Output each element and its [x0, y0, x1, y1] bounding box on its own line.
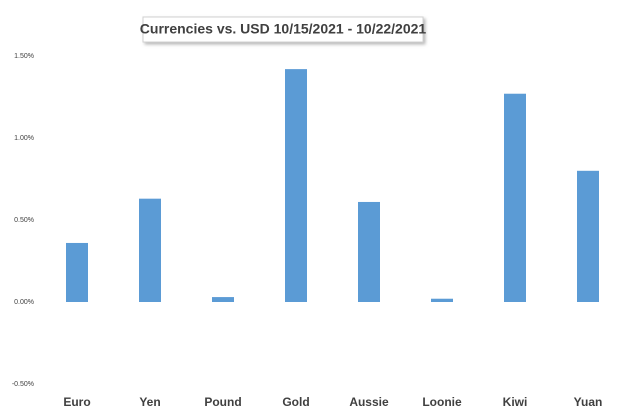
y-tick-label: 0.00% — [14, 299, 34, 306]
title-box — [142, 16, 424, 43]
x-tick-label: Kiwi — [503, 395, 528, 409]
bar — [358, 201, 380, 302]
x-tick-label: Euro — [63, 395, 90, 409]
bar — [139, 198, 161, 302]
chart-title: Currencies vs. USD 10/15/2021 - 10/22/20… — [140, 21, 427, 37]
bar — [431, 298, 453, 302]
x-tick-label: Yen — [139, 395, 160, 409]
y-tick-label: -0.50% — [12, 381, 34, 388]
y-tick-label: 1.00% — [14, 135, 34, 142]
y-tick-label: 0.50% — [14, 217, 34, 224]
bar — [285, 69, 307, 303]
x-tick-label: Gold — [282, 395, 309, 409]
x-tick-label: Yuan — [574, 395, 603, 409]
bar — [66, 242, 88, 302]
bar — [577, 170, 599, 302]
x-tick-label: Aussie — [349, 395, 389, 409]
bar — [504, 93, 526, 302]
x-tick-label: Pound — [204, 395, 241, 409]
bar — [212, 297, 234, 302]
y-tick-label: 1.50% — [14, 53, 34, 60]
x-tick-label: Loonie — [422, 395, 462, 409]
